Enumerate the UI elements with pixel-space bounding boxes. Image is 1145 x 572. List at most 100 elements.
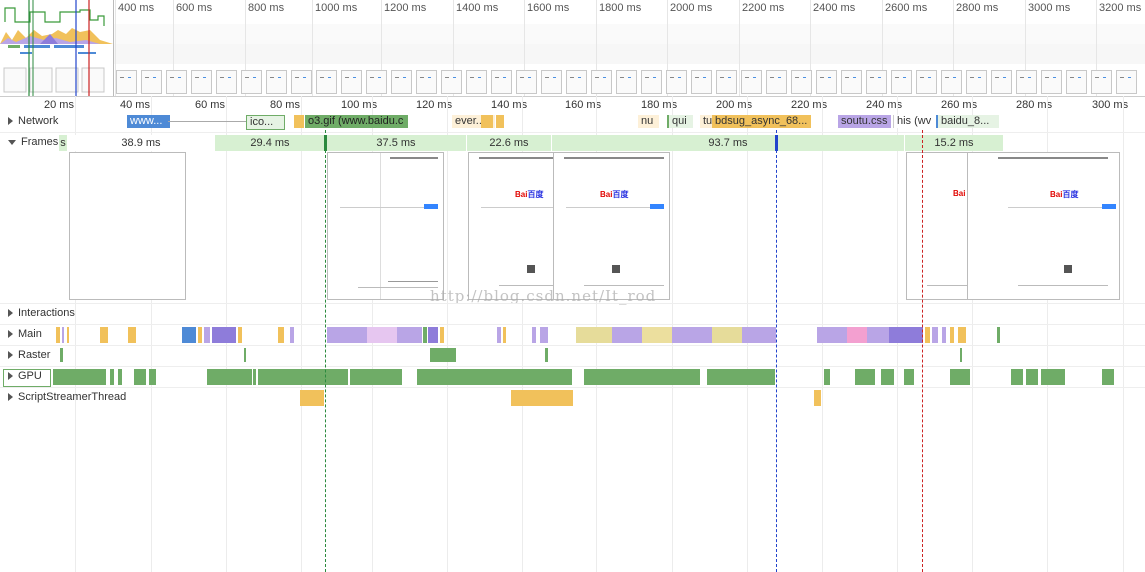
overview-screenshot-thumb[interactable] (441, 70, 462, 94)
main-thread-task[interactable] (290, 327, 294, 343)
network-request-bar[interactable] (294, 115, 304, 128)
overview-screenshot-thumb[interactable] (891, 70, 912, 94)
main-thread-task[interactable] (925, 327, 930, 343)
gpu-task[interactable] (1011, 369, 1023, 385)
main-thread-task[interactable] (997, 327, 1000, 343)
overview-screenshot-thumb[interactable] (391, 70, 412, 94)
interactions-track-header[interactable]: Interactions (8, 307, 75, 319)
overview-screenshot-thumb[interactable] (666, 70, 687, 94)
gpu-task[interactable] (134, 369, 146, 385)
main-thread-task[interactable] (540, 327, 548, 343)
frame-bar[interactable]: 15.2 ms (905, 135, 1003, 151)
main-thread-task[interactable] (497, 327, 501, 343)
frame-bar[interactable]: 29.4 ms (215, 135, 325, 151)
overview-screenshot-thumb[interactable] (1066, 70, 1087, 94)
expand-arrow-icon[interactable] (8, 372, 13, 381)
frame-bar[interactable]: s (59, 135, 67, 151)
overview-screenshot-thumb[interactable] (841, 70, 862, 94)
main-thread-task[interactable] (367, 327, 397, 343)
raster-track-header[interactable]: Raster (8, 349, 50, 361)
overview-screenshot-thumb[interactable] (316, 70, 337, 94)
overview-screenshot-thumb[interactable] (491, 70, 512, 94)
overview-screenshot-thumb[interactable] (616, 70, 637, 94)
gpu-task[interactable] (824, 369, 830, 385)
gpu-task[interactable] (417, 369, 572, 385)
overview-screenshot-thumb[interactable] (691, 70, 712, 94)
gpu-task[interactable] (1026, 369, 1038, 385)
load-event-marker[interactable] (922, 130, 923, 572)
overview-screenshot-thumb[interactable] (466, 70, 487, 94)
network-request[interactable]: tu (700, 115, 713, 128)
gpu-task[interactable] (253, 369, 256, 385)
main-thread-task[interactable] (56, 327, 60, 343)
raster-task[interactable] (244, 348, 246, 362)
frame-screenshot[interactable] (327, 152, 444, 300)
overview-screenshot-thumb[interactable] (191, 70, 212, 94)
scriptstreamer-track-header[interactable]: ScriptStreamerThread (8, 391, 126, 403)
expand-arrow-icon[interactable] (8, 330, 13, 339)
frame-bar[interactable]: 38.9 ms (68, 135, 214, 151)
overview-screenshot-thumb[interactable] (566, 70, 587, 94)
script-stream-task[interactable] (814, 390, 821, 406)
dom-content-loaded-marker[interactable] (325, 130, 326, 572)
expand-arrow-icon[interactable] (8, 309, 13, 318)
overview-screenshot-thumb[interactable] (241, 70, 262, 94)
gpu-task[interactable] (1041, 369, 1065, 385)
network-request[interactable]: www... (127, 115, 170, 128)
gpu-task[interactable] (118, 369, 122, 385)
main-thread-task[interactable] (67, 327, 69, 343)
main-thread-task[interactable] (576, 327, 612, 343)
network-request-bar[interactable] (481, 115, 493, 128)
main-thread-task[interactable] (423, 327, 427, 343)
main-thread-task[interactable] (672, 327, 712, 343)
main-thread-task[interactable] (642, 327, 672, 343)
frame-bar[interactable]: 93.7 ms (552, 135, 904, 151)
overview-screenshot-thumb[interactable] (116, 70, 137, 94)
raster-task[interactable] (60, 348, 63, 362)
main-thread-task[interactable] (950, 327, 954, 343)
main-thread-task[interactable] (100, 327, 108, 343)
frame-screenshot[interactable]: Bai百度 (553, 152, 670, 300)
main-thread-task[interactable] (327, 327, 367, 343)
gpu-task[interactable] (855, 369, 875, 385)
gpu-task[interactable] (707, 369, 775, 385)
main-thread-task[interactable] (612, 327, 642, 343)
raster-task[interactable] (960, 348, 962, 362)
main-thread-task[interactable] (742, 327, 776, 343)
gpu-task[interactable] (904, 369, 914, 385)
main-thread-task[interactable] (712, 327, 742, 343)
frame-screenshot[interactable]: Bai百度 (967, 152, 1120, 300)
network-request[interactable]: bdsug_async_68... (712, 115, 811, 128)
network-track-header[interactable]: Network (8, 115, 58, 127)
overview-screenshot-thumb[interactable] (941, 70, 962, 94)
gpu-task[interactable] (881, 369, 894, 385)
raster-task[interactable] (545, 348, 548, 362)
overview-screenshot-thumb[interactable] (766, 70, 787, 94)
network-request[interactable]: ico... (246, 115, 285, 130)
network-track[interactable]: Network www... ico... o3.gif (www.baidu.… (0, 114, 1145, 132)
overview-screenshot-thumb[interactable] (1016, 70, 1037, 94)
main-thread-task[interactable] (397, 327, 422, 343)
main-thread-task[interactable] (503, 327, 506, 343)
gpu-task[interactable] (53, 369, 106, 385)
main-thread-task[interactable] (932, 327, 938, 343)
gpu-task[interactable] (950, 369, 970, 385)
main-track-header[interactable]: Main (8, 328, 42, 340)
main-thread-task[interactable] (62, 327, 64, 343)
overview-screenshot-thumb[interactable] (366, 70, 387, 94)
frame-screenshot[interactable]: Bai (906, 152, 968, 300)
expand-arrow-icon[interactable] (8, 393, 13, 402)
collapse-arrow-icon[interactable] (8, 139, 16, 145)
main-thread-task[interactable] (817, 327, 847, 343)
gpu-task[interactable] (258, 369, 348, 385)
frame-screenshot-blank[interactable] (69, 152, 186, 300)
main-thread-task[interactable] (222, 327, 236, 343)
overview-screenshot-thumb[interactable] (341, 70, 362, 94)
main-thread-task[interactable] (440, 327, 444, 343)
overview-screenshot-thumb[interactable] (716, 70, 737, 94)
main-thread-task[interactable] (428, 327, 438, 343)
overview-screenshot-thumb[interactable] (791, 70, 812, 94)
network-request[interactable]: his (wv (893, 115, 931, 128)
overview-screenshot-thumb[interactable] (166, 70, 187, 94)
